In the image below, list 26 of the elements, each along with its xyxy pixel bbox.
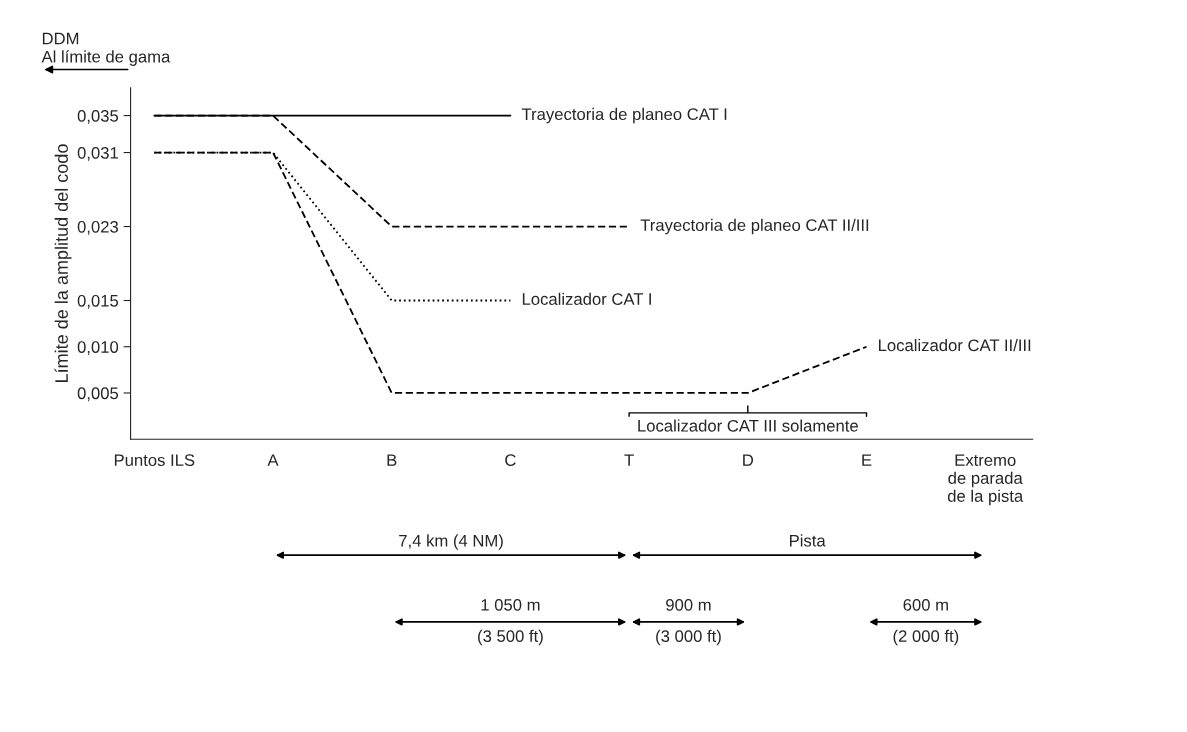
series-label: Trayectoria de planeo CAT I (521, 107, 727, 124)
x-tick-label: T (624, 454, 634, 466)
y-tick-label: 0,015 (77, 294, 119, 309)
x-tick-label: A (267, 454, 279, 466)
y-tick-label: 0,023 (77, 220, 119, 235)
annotation: Localizador CAT III solamente (638, 419, 858, 432)
series-label: Localizador CAT I (522, 292, 651, 305)
x-tick-label: Puntos ILS (114, 454, 195, 467)
text: Pista (790, 534, 826, 547)
text: 600 m (2 000 ft) (893, 598, 959, 646)
y-axis-title: Límite de la amplitud del codo (54, 144, 72, 382)
x-tick-label: D (743, 454, 754, 466)
x-tick-label: B (387, 454, 397, 466)
y-tick-label: 0,005 (77, 387, 119, 402)
series-label: Localizador CAT II/III (878, 338, 1031, 352)
x-tick-label: C (505, 454, 516, 467)
y-tick-label: 0,035 (77, 109, 119, 124)
y-tick-label: 0,010 (77, 341, 119, 355)
x-tick-label: E (862, 454, 872, 466)
y-tick-label: 0,031 (77, 146, 118, 161)
text: DDM Al límite de gama (41, 32, 171, 66)
x-tick-label: Extremo de parada de la pista (947, 454, 1024, 506)
series-label: Trayectoria de planeo CAT II/III (640, 218, 869, 235)
text: 7,4 km (4 NM) (399, 534, 503, 550)
text: 1 050 m (3 500 ft) (478, 598, 543, 646)
text: 900 m (3 000 ft) (656, 598, 721, 646)
